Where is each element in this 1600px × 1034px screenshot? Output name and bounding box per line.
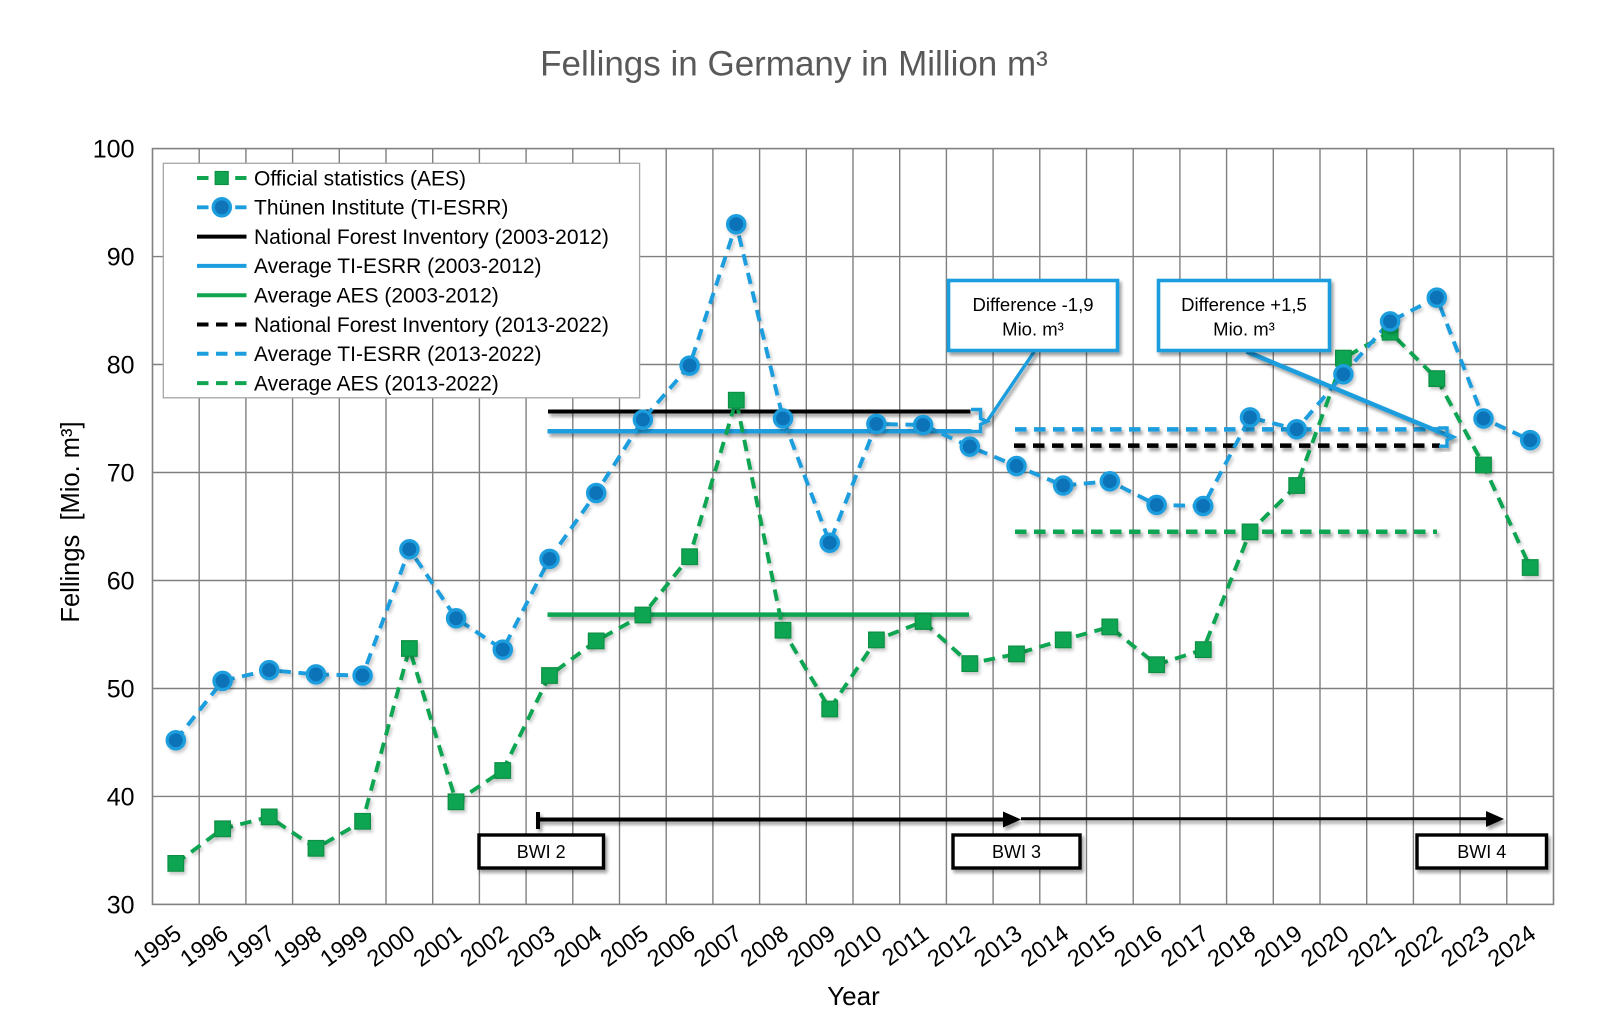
svg-text:90: 90 bbox=[107, 244, 135, 272]
svg-text:BWI 2: BWI 2 bbox=[517, 842, 566, 862]
svg-text:National Forest Inventory (200: National Forest Inventory (2003-2012) bbox=[254, 226, 609, 249]
svg-text:Average TI-ESRR (2003-2012): Average TI-ESRR (2003-2012) bbox=[254, 255, 542, 278]
svg-text:30: 30 bbox=[107, 891, 135, 919]
svg-text:60: 60 bbox=[107, 568, 135, 596]
svg-text:National Forest Inventory (201: National Forest Inventory (2013-2022) bbox=[254, 314, 609, 337]
svg-text:Official statistics (AES): Official statistics (AES) bbox=[254, 167, 466, 190]
svg-text:Difference +1,5: Difference +1,5 bbox=[1181, 294, 1307, 315]
svg-text:Average AES (2003-2012): Average AES (2003-2012) bbox=[254, 285, 499, 308]
svg-text:Mio. m³: Mio. m³ bbox=[1002, 319, 1064, 340]
svg-text:100: 100 bbox=[93, 136, 135, 164]
svg-text:Fellings [Mio. m³]: Fellings [Mio. m³] bbox=[57, 421, 85, 622]
svg-text:Difference -1,9: Difference -1,9 bbox=[973, 294, 1094, 315]
svg-text:Average TI-ESRR (2013-2022): Average TI-ESRR (2013-2022) bbox=[254, 343, 542, 366]
svg-text:Average AES (2013-2022): Average AES (2013-2022) bbox=[254, 372, 499, 395]
svg-text:50: 50 bbox=[107, 676, 135, 704]
svg-text:70: 70 bbox=[107, 460, 135, 488]
svg-text:BWI 4: BWI 4 bbox=[1457, 842, 1506, 862]
svg-text:Year: Year bbox=[827, 981, 880, 1011]
svg-text:80: 80 bbox=[107, 352, 135, 380]
svg-text:Fellings in Germany in Million: Fellings in Germany in Million m³ bbox=[540, 45, 1048, 84]
svg-text:Mio. m³: Mio. m³ bbox=[1213, 319, 1275, 340]
svg-text:Thünen Institute (TI-ESRR): Thünen Institute (TI-ESRR) bbox=[254, 197, 508, 220]
svg-text:BWI 3: BWI 3 bbox=[992, 842, 1041, 862]
svg-text:40: 40 bbox=[107, 783, 135, 811]
